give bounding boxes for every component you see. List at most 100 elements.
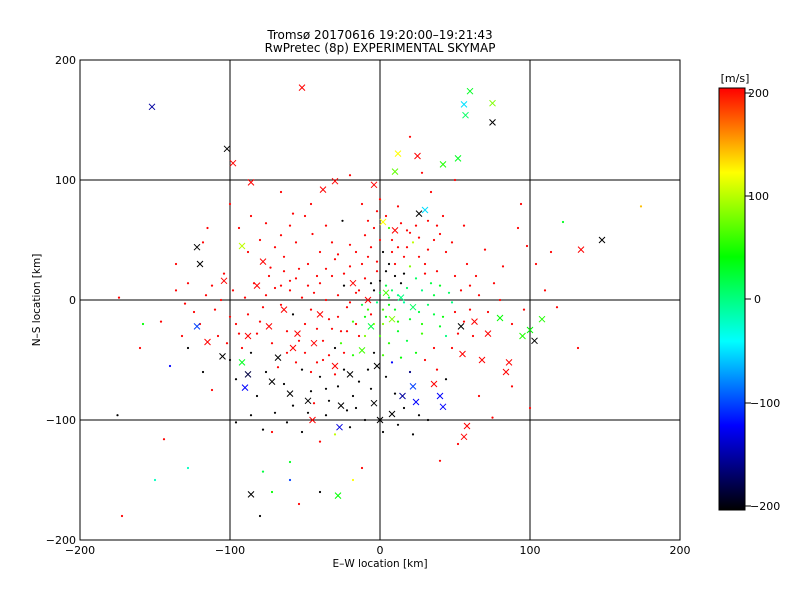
scatter-point <box>462 320 466 323</box>
scatter-point <box>282 255 286 258</box>
scatter-point <box>372 226 376 230</box>
scatter-point <box>390 250 394 254</box>
scatter-point <box>555 306 559 309</box>
scatter-point <box>387 226 391 230</box>
scatter-point <box>279 284 283 287</box>
colorbar-tick-label: −100 <box>750 397 780 410</box>
scatter-point <box>348 174 352 177</box>
scatter-point <box>438 325 442 328</box>
scatter-x-marker <box>439 403 447 411</box>
scatter-point <box>387 303 391 306</box>
scatter-x-marker <box>397 294 405 301</box>
scatter-point <box>453 310 457 314</box>
scatter-x-marker <box>421 206 429 214</box>
scatter-point <box>435 368 439 371</box>
scatter-point <box>453 274 457 278</box>
scatter-point <box>381 250 385 254</box>
scatter-x-marker <box>259 258 267 265</box>
scatter-point <box>357 380 361 383</box>
scatter-point <box>576 346 580 350</box>
scatter-point <box>318 440 322 443</box>
scatter-x-marker <box>577 246 585 253</box>
scatter-point <box>270 490 274 494</box>
scatter-point <box>450 301 454 304</box>
scatter-x-marker <box>394 150 402 157</box>
scatter-point <box>291 212 295 215</box>
scatter-point <box>426 219 430 222</box>
scatter-point <box>441 214 445 218</box>
scatter-x-marker <box>489 99 496 107</box>
scatter-point <box>300 368 304 371</box>
scatter-point <box>549 250 553 254</box>
scatter-point <box>249 351 253 354</box>
scatter-point <box>228 202 232 206</box>
scatter-point <box>438 232 442 236</box>
scatter-point <box>426 418 430 422</box>
scatter-x-marker <box>364 296 372 304</box>
scatter-point <box>216 334 220 338</box>
scatter-point <box>228 358 232 362</box>
scatter-point <box>261 306 265 309</box>
scatter-point <box>423 262 427 266</box>
scatter-point <box>336 385 340 388</box>
scatter-point <box>417 236 421 239</box>
scatter-x-marker <box>436 392 444 400</box>
scatter-x-marker <box>238 359 246 366</box>
scatter-point <box>405 246 409 249</box>
scatter-x-marker <box>247 179 255 186</box>
scatter-x-marker <box>244 371 252 378</box>
scatter-point <box>240 346 244 350</box>
scatter-point <box>405 229 409 232</box>
scatter-point <box>393 274 397 278</box>
scatter-x-marker <box>466 87 474 95</box>
scatter-point <box>426 303 430 306</box>
colorbar: [m/s] 200 100 0 −100 −200 <box>718 72 780 513</box>
scatter-point <box>402 406 406 410</box>
scatter-point <box>348 243 352 246</box>
scatter-point <box>396 320 400 323</box>
scatter-point <box>348 426 352 429</box>
scatter-x-marker <box>310 339 318 347</box>
scatter-point <box>366 255 370 258</box>
scatter-point <box>450 241 454 244</box>
scatter-point <box>288 460 292 464</box>
scatter-point <box>384 214 388 218</box>
scatter-point <box>282 382 286 386</box>
scatter-point <box>429 190 433 194</box>
scatter-point <box>444 334 448 338</box>
scatter-point <box>534 262 538 266</box>
scatter-point <box>321 358 325 362</box>
scatter-point <box>375 260 379 263</box>
scatter-point <box>456 332 460 335</box>
scatter-point <box>315 361 319 364</box>
scatter-point <box>510 322 514 326</box>
scatter-point <box>393 392 397 395</box>
scatter-point <box>369 282 373 285</box>
scatter-point <box>447 291 451 294</box>
scatter-point <box>411 433 415 436</box>
scatter-point <box>468 308 472 311</box>
scatter-point <box>522 308 526 311</box>
scatter-point <box>264 370 268 374</box>
scatter-point <box>117 296 121 299</box>
scatter-point <box>330 274 334 278</box>
scatter-point <box>363 234 367 237</box>
scatter-point <box>402 255 406 258</box>
scatter-point <box>206 226 209 230</box>
scatter-point <box>441 315 445 318</box>
scatter-point <box>393 308 397 311</box>
scatter-point <box>432 238 436 242</box>
scatter-point <box>300 430 304 434</box>
scatter-point <box>393 262 397 266</box>
scatter-point <box>309 308 313 311</box>
scatter-point <box>342 284 346 287</box>
scatter-point <box>432 346 436 350</box>
scatter-point <box>375 301 379 304</box>
scatter-point <box>180 334 184 338</box>
scatter-x-marker <box>336 423 343 431</box>
scatter-point <box>381 354 385 357</box>
scatter-point <box>162 438 166 441</box>
scatter-point <box>312 402 316 405</box>
scatter-x-marker <box>289 344 297 352</box>
scatter-point <box>471 334 475 338</box>
